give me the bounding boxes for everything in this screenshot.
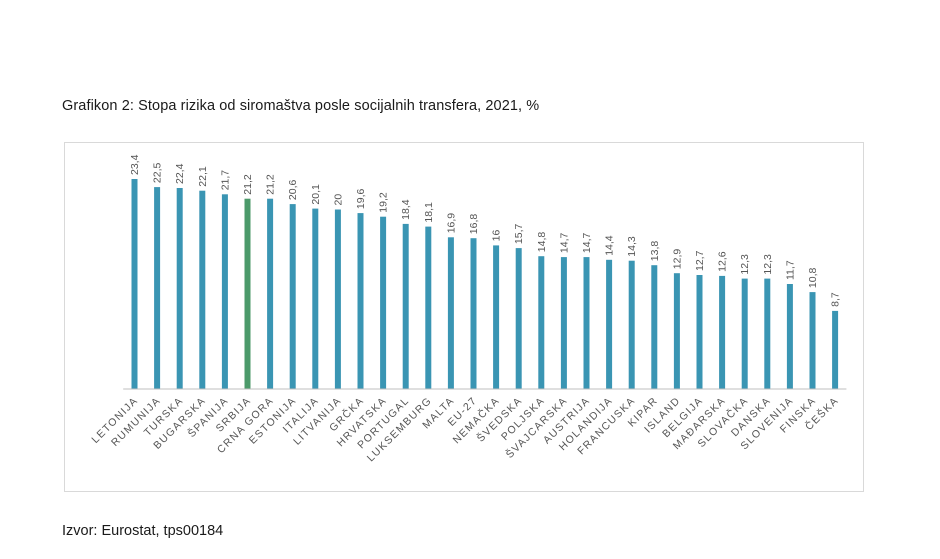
value-label-3: 22,1 bbox=[197, 166, 209, 187]
bar-18 bbox=[538, 256, 545, 389]
bar-24 bbox=[673, 273, 680, 389]
value-label-12: 18,4 bbox=[400, 199, 412, 220]
bar-chart: 23,4 22,5 22,4 22,1 21,7 21,2 21,2 20,6 20,1 20 19… bbox=[89, 154, 847, 464]
bar-8 bbox=[312, 208, 319, 389]
value-label-28: 12,3 bbox=[762, 254, 774, 275]
bar-15 bbox=[470, 238, 477, 389]
value-label-25: 12,7 bbox=[694, 250, 706, 271]
value-label-0: 23,4 bbox=[129, 154, 141, 175]
value-label-26: 12,6 bbox=[717, 251, 729, 272]
bar-21 bbox=[606, 259, 613, 389]
value-label-19: 14,7 bbox=[558, 233, 570, 254]
value-label-17: 15,7 bbox=[513, 224, 525, 245]
category-labels-group: LETONIJARUMUNIJATURSKABUGARSKAŠPANIJASRB… bbox=[89, 394, 841, 464]
value-label-29: 11,7 bbox=[784, 260, 796, 280]
value-label-4: 21,7 bbox=[219, 170, 231, 191]
value-label-5: 21,2 bbox=[242, 174, 254, 195]
value-label-2: 22,4 bbox=[174, 163, 186, 184]
value-label-22: 14,3 bbox=[626, 236, 638, 257]
bar-26 bbox=[719, 275, 726, 389]
bar-11 bbox=[380, 216, 387, 389]
bar-3 bbox=[199, 190, 206, 389]
value-label-14: 16,9 bbox=[445, 213, 457, 234]
value-label-16: 16 bbox=[491, 230, 503, 242]
value-label-18: 14,8 bbox=[536, 232, 548, 253]
bar-20 bbox=[583, 257, 590, 389]
value-label-24: 12,9 bbox=[671, 249, 683, 270]
value-label-10: 19,6 bbox=[355, 189, 367, 210]
bar-23 bbox=[651, 265, 658, 389]
bar-30 bbox=[809, 292, 816, 389]
bar-0 bbox=[131, 179, 138, 389]
bar-10 bbox=[357, 213, 364, 389]
value-label-7: 20,6 bbox=[287, 180, 299, 201]
bar-7 bbox=[289, 204, 296, 389]
value-label-11: 19,2 bbox=[378, 192, 390, 213]
bar-9 bbox=[334, 209, 341, 389]
value-label-31: 8,7 bbox=[830, 292, 842, 307]
bars-group bbox=[131, 179, 839, 389]
bar-17 bbox=[515, 248, 522, 389]
bar-12 bbox=[402, 223, 409, 389]
bar-19 bbox=[560, 257, 567, 389]
value-label-6: 21,2 bbox=[265, 174, 277, 195]
value-label-8: 20,1 bbox=[310, 184, 322, 205]
chart-title: Grafikon 2: Stopa rizika od siromaštva p… bbox=[62, 98, 540, 114]
source-note: Izvor: Eurostat, tps00184 bbox=[62, 523, 224, 539]
bar-4 bbox=[221, 194, 228, 389]
value-label-21: 14,4 bbox=[604, 235, 616, 256]
bar-31 bbox=[832, 310, 839, 389]
bar-14 bbox=[447, 237, 454, 389]
bar-5 bbox=[244, 198, 251, 389]
chart-frame: 23,4 22,5 22,4 22,1 21,7 21,2 21,2 20,6 20,1 20 19… bbox=[64, 142, 864, 492]
bar-25 bbox=[696, 275, 703, 389]
bar-1 bbox=[154, 187, 161, 389]
bar-2 bbox=[176, 188, 183, 389]
bar-27 bbox=[741, 278, 748, 389]
value-label-23: 13,8 bbox=[649, 241, 661, 262]
value-label-27: 12,3 bbox=[739, 254, 751, 275]
value-label-1: 22,5 bbox=[152, 163, 164, 184]
value-label-13: 18,1 bbox=[423, 202, 435, 223]
bar-28 bbox=[764, 278, 771, 389]
bar-6 bbox=[267, 198, 274, 389]
value-labels-group: 23,4 22,5 22,4 22,1 21,7 21,2 21,2 20,6 20,1 20 19… bbox=[129, 154, 842, 306]
value-label-15: 16,8 bbox=[468, 214, 480, 235]
value-label-20: 14,7 bbox=[581, 233, 593, 254]
value-label-30: 10,8 bbox=[807, 268, 819, 289]
bar-13 bbox=[425, 226, 432, 389]
bar-16 bbox=[493, 245, 500, 389]
bar-29 bbox=[786, 284, 793, 389]
value-label-9: 20 bbox=[332, 194, 344, 206]
bar-22 bbox=[628, 260, 635, 389]
